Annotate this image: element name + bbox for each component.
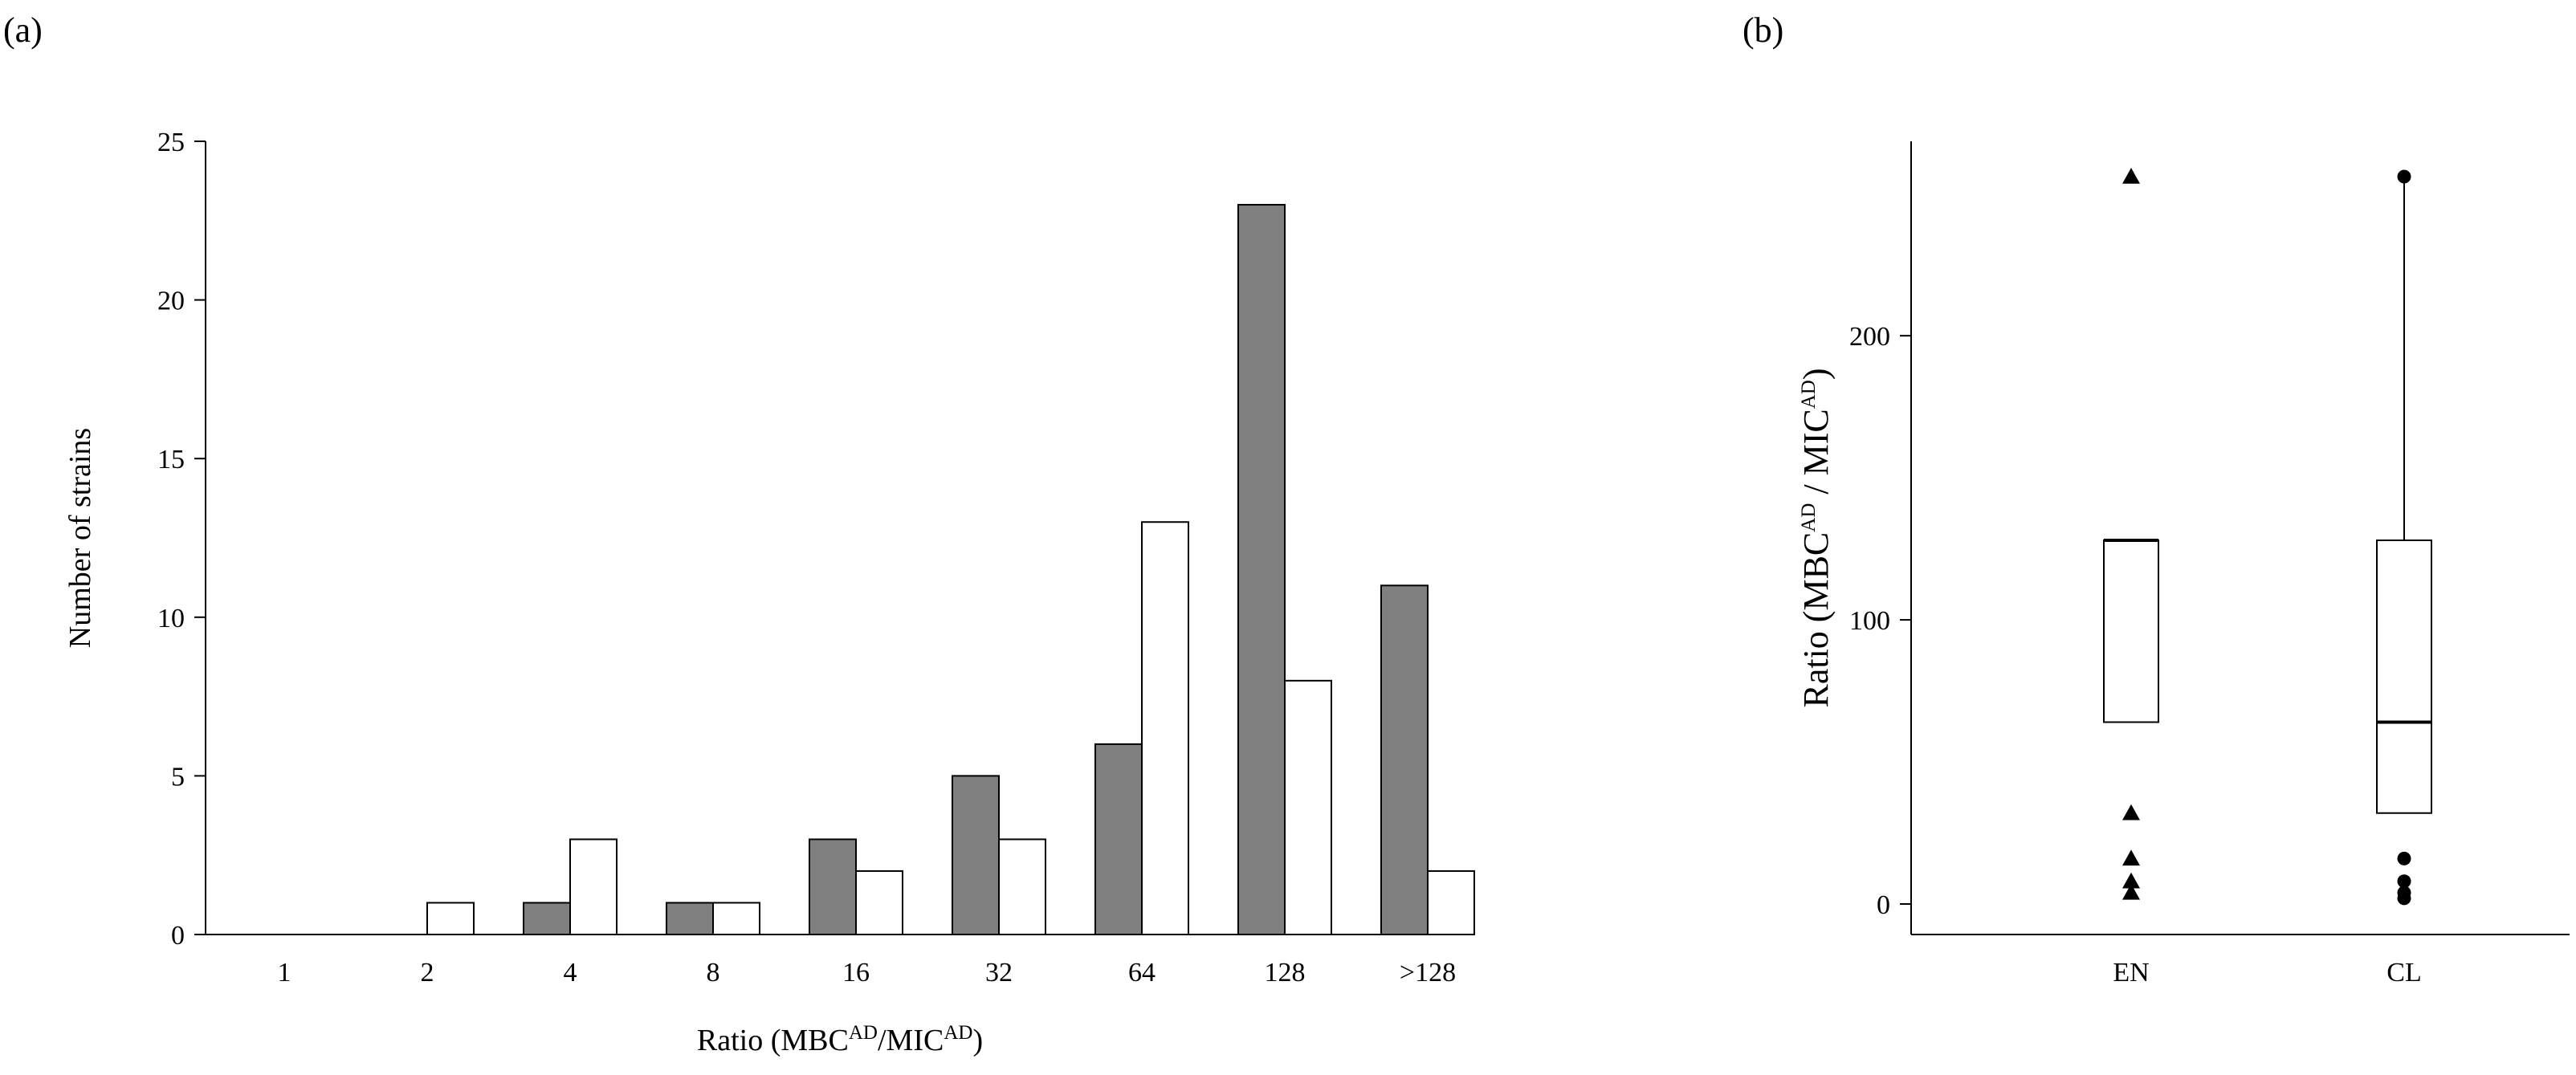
bar-light — [569, 838, 618, 935]
x-tick-label: CL — [2386, 958, 2421, 987]
bar-light — [1141, 521, 1189, 935]
y-tick-label: 20 — [157, 287, 185, 316]
bar-dark — [523, 902, 571, 935]
bar-dark — [1094, 743, 1143, 935]
bar-dark — [952, 775, 1000, 936]
bar-light — [855, 869, 903, 935]
x-ticks-b: EN CL — [2113, 958, 2421, 987]
x-tick-label: 1 — [278, 958, 291, 987]
x-tick-label: 8 — [707, 958, 720, 987]
y-axis-title-a: Number of strains — [63, 428, 97, 648]
outlier-triangle — [2122, 804, 2140, 821]
bar-light — [1427, 869, 1475, 935]
bar-dark — [1237, 204, 1286, 936]
outlier-triangle — [2122, 872, 2140, 889]
x-tick-label: 16 — [842, 958, 870, 987]
y-tick-label: 15 — [157, 445, 185, 474]
y-tick-label: 100 — [1849, 606, 1890, 636]
y-tick-label: 5 — [171, 762, 185, 792]
outlier-circle — [2397, 891, 2411, 906]
bar-dark — [1380, 584, 1429, 936]
x-tick-label: 32 — [985, 958, 1013, 987]
box — [2103, 540, 2159, 723]
outlier-circle — [2397, 169, 2411, 184]
box-plot-b: 0 100 200 EN CL Ratio (MBCAD / MICAD) — [1796, 141, 2570, 987]
outlier-triangle — [2122, 849, 2140, 866]
outlier-triangle — [2122, 168, 2140, 184]
box — [2376, 540, 2432, 814]
bar-light — [998, 838, 1046, 935]
panel-label-a: (a) — [3, 10, 43, 50]
y-axis-title-b: Ratio (MBCAD / MICAD) — [1796, 368, 1836, 707]
y-ticks-b: 0 100 200 — [1849, 322, 1911, 920]
outlier-circle — [2397, 851, 2411, 865]
x-tick-label: 64 — [1128, 958, 1156, 987]
y-tick-label: 200 — [1849, 322, 1890, 352]
x-tick-label: 2 — [421, 958, 434, 987]
x-tick-label: 128 — [1265, 958, 1306, 987]
x-axis-title-a: Ratio (MBCAD/MICAD) — [697, 1022, 983, 1057]
outlier-circle — [2397, 874, 2411, 889]
y-ticks-a: 0 5 10 15 20 25 — [157, 128, 206, 951]
x-tick-label: EN — [2113, 958, 2149, 987]
y-tick-label: 0 — [1877, 890, 1890, 920]
x-tick-label: >128 — [1400, 958, 1456, 987]
y-tick-label: 25 — [157, 128, 185, 157]
y-tick-label: 0 — [171, 921, 185, 951]
bar-group — [426, 204, 1475, 936]
bar-chart-a: 0 5 10 15 20 25 1 2 4 8 16 32 64 128 >128 Number of s… — [63, 128, 1475, 1057]
x-tick-label: 4 — [564, 958, 577, 987]
y-tick-label: 10 — [157, 604, 185, 633]
outlier-triangle — [2122, 883, 2140, 900]
x-ticks-a: 1 2 4 8 16 32 64 128 >128 — [278, 958, 1457, 987]
bar-dark — [809, 838, 857, 935]
bar-light — [1284, 679, 1332, 936]
box-group — [2103, 168, 2432, 906]
panel-label-b: (b) — [1742, 10, 1783, 50]
bar-light — [426, 902, 475, 935]
bar-light — [712, 902, 760, 935]
bar-dark — [666, 902, 714, 935]
